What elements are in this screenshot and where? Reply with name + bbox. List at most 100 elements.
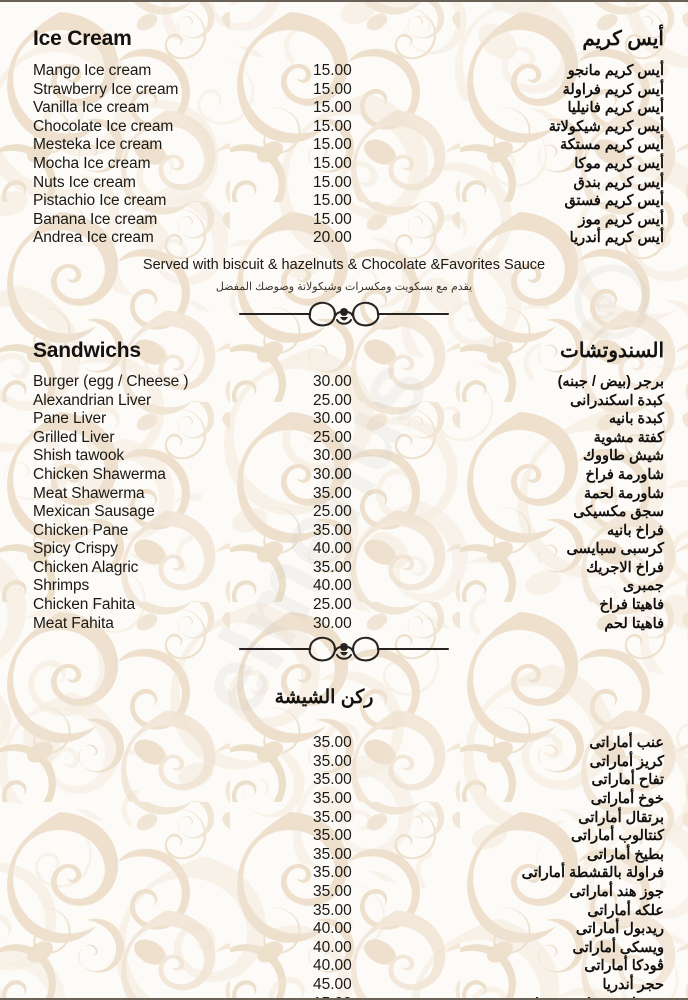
item-name-en: Shish tawook [33, 447, 124, 465]
item-name-en: Mocha Ice cream [33, 154, 151, 172]
menu-row[interactable]: Burger (egg / Cheese ) 30.00 برجر (بيض /… [33, 373, 664, 392]
item-name-en: Banana Ice cream [33, 210, 158, 228]
menu-row[interactable]: Meat Fahita 30.00 فاهيتا لحم [33, 615, 664, 634]
shisha-items: 35.00 عنب أماراتى 35.00 كريز أماراتى 35.… [0, 734, 688, 998]
section-sandwichs: Sandwichs السندوتشات Burger (egg / Chees… [0, 338, 688, 633]
menu-row[interactable]: Mango Ice cream 15.00 أيس كريم مانجو [33, 62, 664, 81]
shisha-title-ar: ركن الشيشة [274, 687, 374, 709]
menu-row[interactable]: Banana Ice cream 15.00 أيس كريم موز [33, 211, 664, 230]
item-name-ar: عنب أماراتى [589, 735, 664, 752]
item-name-en: Chicken Alagric [33, 558, 139, 576]
menu-row[interactable]: 35.00 بطيخ أماراتى [33, 846, 664, 865]
menu-row[interactable]: Pistachio Ice cream 15.00 أيس كريم فستق [33, 192, 664, 211]
item-price: 15.00 [313, 154, 352, 172]
item-price: 25.00 [313, 428, 352, 446]
menu-row[interactable]: Meat Shawerma 35.00 شاورمة لحمة [33, 485, 664, 504]
menu-row[interactable]: Alexandrian Liver 25.00 كبدة اسكندرانى [33, 392, 664, 411]
menu-row[interactable]: Mexican Sausage 25.00 سجق مكسيكى [33, 503, 664, 522]
sandwichs-items: Burger (egg / Cheese ) 30.00 برجر (بيض /… [0, 373, 688, 633]
item-price: 35.00 [313, 521, 352, 539]
item-price: 30.00 [313, 410, 352, 428]
item-price: 30.00 [313, 465, 352, 483]
item-price: 30.00 [313, 372, 352, 390]
item-name-ar: كفتة مشوية [593, 429, 664, 446]
item-name-ar: شاورمة فراخ [585, 466, 664, 483]
item-name-en: Andrea Ice cream [33, 229, 154, 247]
ice-cream-note-en: Served with biscuit & hazelnuts & Chocol… [142, 256, 546, 273]
item-name-ar: ويسكى أماراتى [572, 939, 664, 956]
item-name-ar: ڤودكا أماراتى [584, 958, 664, 975]
item-name-ar: أيس كريم موز [578, 211, 664, 228]
menu-row[interactable]: 15.00 معسل قص ( حجرين ) [33, 995, 664, 998]
menu-row[interactable]: Spicy Crispy 40.00 كرسبى سبايسى [33, 540, 664, 559]
menu-row[interactable]: 40.00 ويسكى أماراتى [33, 939, 664, 958]
menu-row[interactable]: 35.00 كريز أماراتى [33, 753, 664, 772]
item-name-ar: معسل قص ( حجرين ) [433, 995, 664, 998]
menu-row[interactable]: Mesteka Ice cream 15.00 أيس كريم مستكة [33, 136, 664, 155]
menu-row[interactable]: Chicken Fahita 25.00 فاهيتا فراخ [33, 596, 664, 615]
item-price: 20.00 [313, 229, 352, 247]
menu-row[interactable]: Chicken Pane 35.00 فراخ بانيه [33, 522, 664, 541]
menu-row[interactable]: 35.00 خوخ أماراتى [33, 790, 664, 809]
item-price: 15.00 [313, 192, 352, 210]
menu-row[interactable]: 45.00 حجر أندريا [33, 976, 664, 995]
menu-row[interactable]: Shish tawook 30.00 شيش طاووك [33, 447, 664, 466]
item-name-en: Pane Liver [33, 410, 107, 428]
item-name-en: Mexican Sausage [33, 503, 155, 521]
menu-row[interactable]: 35.00 جوز هند أماراتى [33, 883, 664, 902]
item-name-en: Chicken Fahita [33, 596, 135, 614]
item-price: 15.00 [313, 117, 352, 135]
flourish-icon [238, 301, 450, 327]
item-name-ar: أيس كريم أندريا [569, 230, 664, 247]
item-name-ar: كريز أماراتى [589, 753, 664, 770]
item-name-ar: شيش طاووك [583, 448, 664, 465]
item-name-ar: برجر (بيض / جبنه) [557, 373, 664, 390]
item-name-ar: برتقال أماراتى [578, 809, 664, 826]
menu-row[interactable]: Grilled Liver 25.00 كفتة مشوية [33, 429, 664, 448]
ice-cream-items: Mango Ice cream 15.00 أيس كريم مانجو Str… [0, 62, 688, 248]
item-name-en: Meat Fahita [33, 614, 114, 632]
menu-row[interactable]: Mocha Ice cream 15.00 أيس كريم موكا [33, 155, 664, 174]
item-name-ar: فراولة بالقشطة أماراتى [521, 865, 664, 882]
menu-row[interactable]: 40.00 ڤودكا أماراتى [33, 957, 664, 976]
menu-row[interactable]: Chicken Shawerma 30.00 شاورمة فراخ [33, 466, 664, 485]
item-price: 35.00 [313, 845, 352, 863]
menu-row[interactable]: 35.00 تفاح أماراتى [33, 771, 664, 790]
menu-row[interactable]: 35.00 برتقال أماراتى [33, 809, 664, 828]
sandwichs-header: Sandwichs السندوتشات [0, 338, 688, 363]
item-name-en: Grilled Liver [33, 428, 115, 446]
menu-row[interactable]: 35.00 كنتالوب أماراتى [33, 827, 664, 846]
menu-row[interactable]: 35.00 علكه أماراتى [33, 902, 664, 921]
menu-row[interactable]: 35.00 عنب أماراتى [33, 734, 664, 753]
item-name-en: Mesteka Ice cream [33, 136, 163, 154]
menu-row[interactable]: Vanilla Ice cream 15.00 أيس كريم فانيليا [33, 99, 664, 118]
item-name-ar: كبدة بانيه [608, 411, 664, 428]
menu-row[interactable]: Nuts Ice cream 15.00 أيس كريم بندق [33, 174, 664, 193]
item-price: 35.00 [313, 808, 352, 826]
item-name-en: Meat Shawerma [33, 484, 145, 502]
item-price: 35.00 [313, 734, 352, 752]
menu-row[interactable]: 35.00 فراولة بالقشطة أماراتى [33, 864, 664, 883]
menu-row[interactable]: Andrea Ice cream 20.00 أيس كريم أندريا [33, 229, 664, 248]
menu-row[interactable]: Pane Liver 30.00 كبدة بانيه [33, 410, 664, 429]
item-name-en: Mango Ice cream [33, 62, 152, 79]
menu-row[interactable]: 40.00 ريدبول أماراتى [33, 920, 664, 939]
item-price: 25.00 [313, 503, 352, 521]
ice-cream-title-en: Ice Cream [33, 27, 132, 50]
item-name-ar: فاهيتا لحم [604, 615, 664, 632]
menu-row[interactable]: Shrimps 40.00 جمبرى [33, 577, 664, 596]
item-name-ar: خوخ أماراتى [590, 791, 664, 808]
item-price: 40.00 [313, 938, 352, 956]
item-name-ar: كنتالوب أماراتى [570, 828, 664, 845]
menu-row[interactable]: Chocolate Ice cream 15.00 أيس كريم شيكول… [33, 118, 664, 137]
item-price: 15.00 [313, 210, 352, 228]
item-name-ar: تفاح أماراتى [591, 772, 664, 789]
item-name-ar: فراخ بانيه [607, 522, 664, 539]
item-price: 15.00 [313, 80, 352, 98]
item-name-ar: أيس كريم موكا [574, 155, 664, 172]
item-name-ar: ريدبول أماراتى [575, 921, 664, 938]
menu-row[interactable]: Strawberry Ice cream 15.00 أيس كريم فراو… [33, 81, 664, 100]
menu-row[interactable]: Chicken Alagric 35.00 فراخ الاجريك [33, 559, 664, 578]
item-price: 40.00 [313, 920, 352, 938]
